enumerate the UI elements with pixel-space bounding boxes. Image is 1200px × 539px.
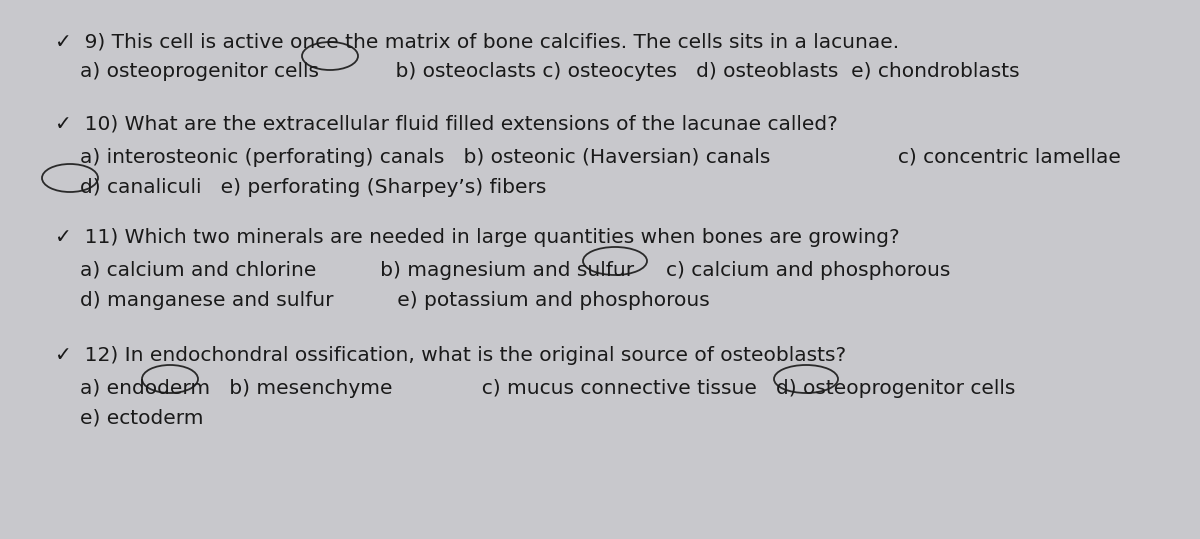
- Text: e) ectoderm: e) ectoderm: [80, 409, 204, 428]
- Text: a) calcium and chlorine          b) magnesium and sulfur     c) calcium and phos: a) calcium and chlorine b) magnesium and…: [80, 261, 950, 280]
- Text: a) endoderm   b) mesenchyme              c) mucus connective tissue   d) osteopr: a) endoderm b) mesenchyme c) mucus conne…: [80, 379, 1015, 398]
- Text: ✓  12) In endochondral ossification, what is the original source of osteoblasts?: ✓ 12) In endochondral ossification, what…: [55, 346, 846, 365]
- Text: a) osteoprogenitor cells            b) osteoclasts c) osteocytes   d) osteoblast: a) osteoprogenitor cells b) osteoclasts …: [80, 62, 1020, 81]
- Text: ✓  11) Which two minerals are needed in large quantities when bones are growing?: ✓ 11) Which two minerals are needed in l…: [55, 228, 900, 247]
- Text: ✓  9) This cell is active once the matrix of bone calcifies. The cells sits in a: ✓ 9) This cell is active once the matrix…: [55, 32, 899, 51]
- Text: a) interosteonic (perforating) canals   b) osteonic (Haversian) canals          : a) interosteonic (perforating) canals b)…: [80, 148, 1121, 167]
- Text: d) manganese and sulfur          e) potassium and phosphorous: d) manganese and sulfur e) potassium and…: [80, 291, 709, 310]
- Text: d) canaliculi   e) perforating (Sharpey’s) fibers: d) canaliculi e) perforating (Sharpey’s)…: [80, 178, 546, 197]
- Text: ✓  10) What are the extracellular fluid filled extensions of the lacunae called?: ✓ 10) What are the extracellular fluid f…: [55, 115, 838, 134]
